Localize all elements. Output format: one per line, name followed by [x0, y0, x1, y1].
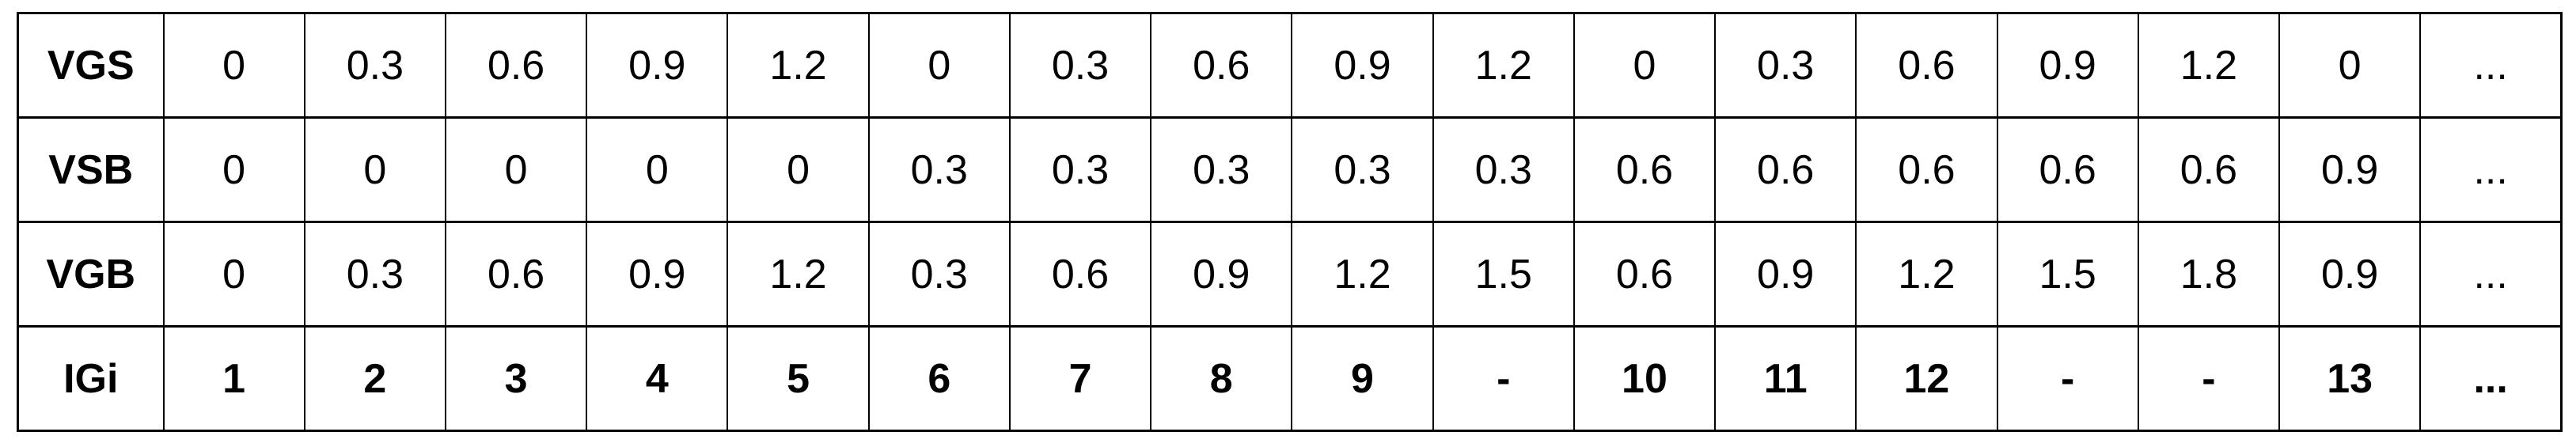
bias-conditions-table: VGS 0 0.3 0.6 0.9 1.2 0 0.3 0.6 0.9 1.2 0 0.3 0.6 0.9 1…	[17, 12, 2563, 432]
cell-vsb-16: 0.9	[2278, 116, 2422, 223]
row-label-vgb: VGB	[17, 221, 165, 328]
cell-vsb-6: 0.3	[867, 116, 1011, 223]
cell-igi-7: 7	[1008, 325, 1152, 432]
table-row-vsb: VSB 0 0 0 0 0 0.3 0.3 0.3 0.3 0.3 0.6 0.6 0.6 0.6 0.6 0.…	[17, 116, 2563, 223]
cell-igi-12: 11	[1714, 325, 1857, 432]
cell-vsb-7: 0.3	[1008, 116, 1152, 223]
cell-vgs-4: 0.9	[586, 12, 729, 119]
cell-vsb-10: 0.3	[1432, 116, 1575, 223]
cell-vgs-3: 0.6	[444, 12, 588, 119]
cell-vgs-10: 1.2	[1432, 12, 1575, 119]
cell-vsb-5: 0	[727, 116, 870, 223]
cell-igi-10: -	[1432, 325, 1575, 432]
cell-igi-13: 12	[1855, 325, 1998, 432]
row-label-igi: IGi	[17, 325, 165, 432]
cell-vgb-5: 1.2	[727, 221, 870, 328]
cell-vgs-16: 0	[2278, 12, 2422, 119]
cell-vgs-17: ...	[2419, 12, 2563, 119]
cell-vgb-10: 1.5	[1432, 221, 1575, 328]
cell-igi-9: 9	[1291, 325, 1434, 432]
cell-vgb-1: 0	[162, 221, 305, 328]
cell-vgs-9: 0.9	[1291, 12, 1434, 119]
table-row-igi: IGi 1 2 3 4 5 6 7 8 9-10 11 12- -13...	[17, 325, 2563, 432]
table-row-vgs: VGS 0 0.3 0.6 0.9 1.2 0 0.3 0.6 0.9 1.2 0 0.3 0.6 0.9 1…	[17, 12, 2563, 119]
cell-igi-16: 13	[2278, 325, 2422, 432]
cell-vsb-8: 0.3	[1150, 116, 1293, 223]
cell-vsb-14: 0.6	[1996, 116, 2139, 223]
cell-vgs-11: 0	[1573, 12, 1717, 119]
cell-vgs-12: 0.3	[1714, 12, 1857, 119]
cell-vsb-17: ...	[2419, 116, 2563, 223]
cell-igi-4: 4	[586, 325, 729, 432]
cell-igi-11: 10	[1573, 325, 1717, 432]
cell-vgb-4: 0.9	[586, 221, 729, 328]
cell-vsb-15: 0.6	[2137, 116, 2281, 223]
cell-vgs-14: 0.9	[1996, 12, 2139, 119]
cell-igi-3: 3	[444, 325, 588, 432]
cell-vsb-12: 0.6	[1714, 116, 1857, 223]
cell-vsb-4: 0	[586, 116, 729, 223]
cell-igi-17: ...	[2419, 325, 2563, 432]
cell-igi-14: -	[1996, 325, 2139, 432]
cell-vgb-8: 0.9	[1150, 221, 1293, 328]
cell-vgb-13: 1.2	[1855, 221, 1998, 328]
cell-vgs-8: 0.6	[1150, 12, 1293, 119]
cell-vsb-13: 0.6	[1855, 116, 1998, 223]
cell-vsb-11: 0.6	[1573, 116, 1717, 223]
cell-vgs-6: 0	[867, 12, 1011, 119]
cell-vgb-12: 0.9	[1714, 221, 1857, 328]
cell-vgb-11: 0.6	[1573, 221, 1717, 328]
cell-vgb-9: 1.2	[1291, 221, 1434, 328]
cell-vgb-6: 0.3	[867, 221, 1011, 328]
cell-vgs-5: 1.2	[727, 12, 870, 119]
cell-igi-6: 6	[867, 325, 1011, 432]
cell-igi-5: 5	[727, 325, 870, 432]
cell-vgs-15: 1.2	[2137, 12, 2281, 119]
cell-vsb-9: 0.3	[1291, 116, 1434, 223]
cell-vgb-17: ...	[2419, 221, 2563, 328]
table-body: VGS 0 0.3 0.6 0.9 1.2 0 0.3 0.6 0.9 1.2 0 0.3 0.6 0.9 1…	[17, 12, 2563, 432]
cell-igi-2: 2	[303, 325, 446, 432]
cell-vgb-3: 0.6	[444, 221, 588, 328]
cell-vgb-15: 1.8	[2137, 221, 2281, 328]
cell-vsb-1: 0	[162, 116, 305, 223]
cell-vgb-7: 0.6	[1008, 221, 1152, 328]
row-label-vgs: VGS	[17, 12, 165, 119]
cell-igi-1: 1	[162, 325, 305, 432]
table-row-vgb: VGB 0 0.3 0.6 0.9 1.2 0.3 0.6 0.9 1.2 1.5 0.6 0.9 1.2…	[17, 221, 2563, 328]
cell-vgb-2: 0.3	[303, 221, 446, 328]
cell-vgs-2: 0.3	[303, 12, 446, 119]
cell-vgs-13: 0.6	[1855, 12, 1998, 119]
row-label-vsb: VSB	[17, 116, 165, 223]
cell-igi-15: -	[2137, 325, 2281, 432]
cell-igi-8: 8	[1150, 325, 1293, 432]
cell-vsb-2: 0	[303, 116, 446, 223]
cell-vgs-1: 0	[162, 12, 305, 119]
cell-vgb-14: 1.5	[1996, 221, 2139, 328]
table-wrap: VGS 0 0.3 0.6 0.9 1.2 0 0.3 0.6 0.9 1.2 0 0.3 0.6 0.9 1…	[17, 12, 2563, 432]
cell-vgs-7: 0.3	[1008, 12, 1152, 119]
cell-vgb-16: 0.9	[2278, 221, 2422, 328]
cell-vsb-3: 0	[444, 116, 588, 223]
